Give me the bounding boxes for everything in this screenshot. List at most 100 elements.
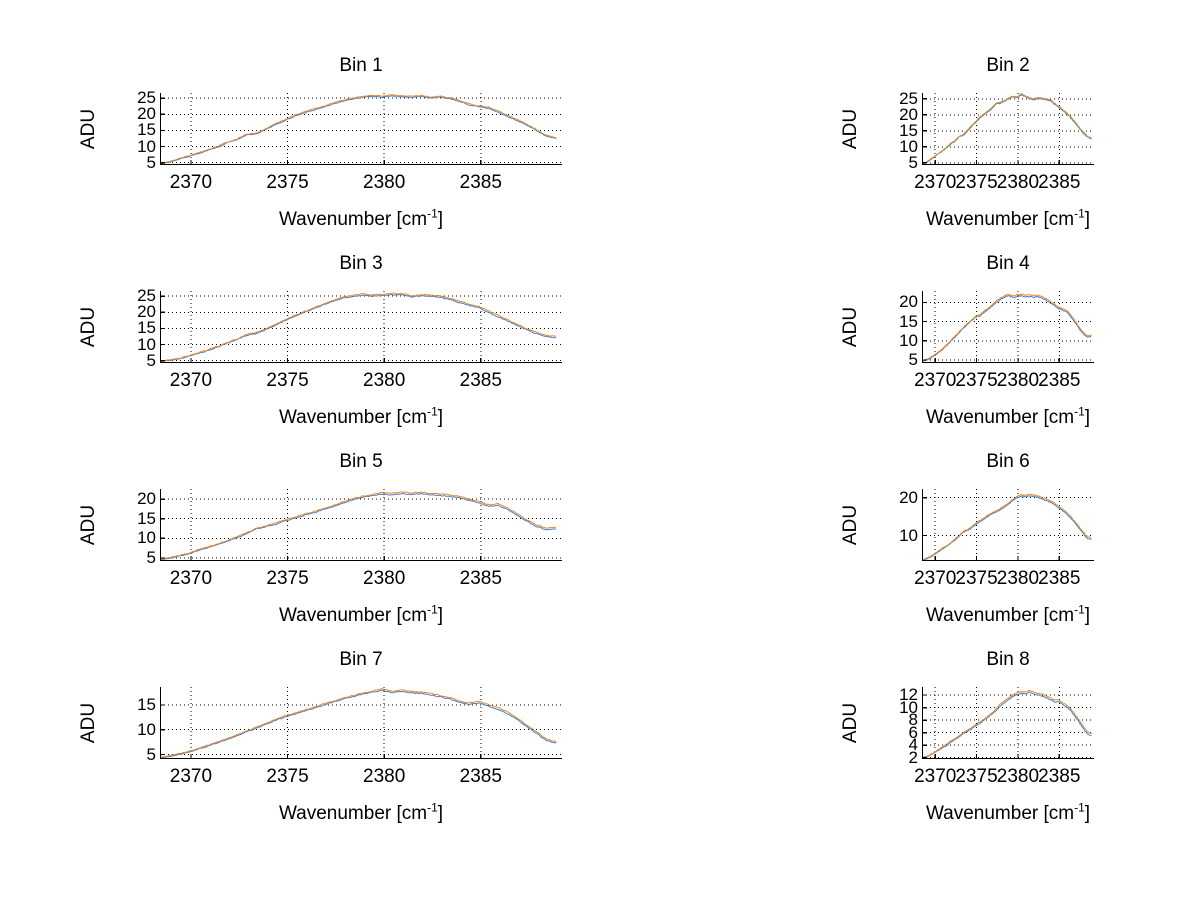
x-tick-label: 2370 (169, 172, 213, 193)
y-tick-label: 6 (908, 722, 918, 742)
y-axis-label: ADU (840, 504, 861, 546)
panel-bin-8: Bin 8 2370 2375 2380 2385 2 4 6 8 10 12 ADU Wavenumb… (812, 649, 1134, 856)
x-axis-label-exponent: -1 (1074, 206, 1085, 221)
series-model (922, 93, 1092, 165)
y-tick-label: 5 (146, 152, 156, 172)
y-tick-label: 5 (146, 744, 156, 764)
x-axis-label-exponent: -1 (427, 602, 438, 617)
x-tick-label: 2380 (996, 766, 1040, 787)
y-tick-label: 15 (899, 311, 918, 331)
plot-area (922, 93, 1094, 165)
panel-title: Bin 1 (339, 55, 383, 76)
x-axis-label-text: Wavenumber [cm (278, 605, 428, 626)
plot-area (922, 489, 1094, 561)
series-measured (160, 293, 557, 362)
panel-title: Bin 2 (986, 55, 1030, 76)
series-measured (922, 691, 1092, 759)
y-tick-label: 10 (899, 330, 918, 350)
y-tick-label: 20 (137, 489, 156, 509)
plot-area (160, 93, 562, 165)
panel-title: Bin 5 (339, 451, 383, 472)
x-tick-label: 2385 (1038, 568, 1081, 589)
plot-area (160, 291, 562, 363)
panel-bin-7: Bin 7 2370 2375 2380 2385 5 10 15 ADU Wavenumber … (50, 649, 602, 856)
y-tick-label: 25 (137, 286, 156, 306)
x-axis-label: Wavenumber [cm-1] (160, 802, 562, 825)
plot-area (922, 687, 1094, 759)
y-tick-label: 10 (137, 334, 156, 354)
y-tick-label: 20 (899, 487, 918, 507)
x-axis-label-text: Wavenumber [cm (278, 407, 428, 428)
y-tick-label: 10 (899, 525, 918, 545)
y-tick-label: 15 (899, 120, 918, 140)
y-axis-label: ADU (78, 504, 99, 546)
y-tick-label: 20 (899, 104, 918, 124)
x-axis-label-text: Wavenumber [cm (925, 803, 1075, 824)
y-tick-label: 10 (137, 528, 156, 548)
panel-bin-2: Bin 2 2370 2375 2380 2385 5 10 15 20 25 ADU Wavenum… (812, 55, 1134, 262)
series-measured (160, 689, 557, 759)
y-axis-label: ADU (840, 306, 861, 348)
x-tick-label: 2375 (955, 568, 998, 589)
y-tick-label: 5 (146, 350, 156, 370)
y-tick-label: 4 (908, 735, 918, 755)
x-axis-label-bracket: ] (437, 209, 444, 230)
y-tick-label: 15 (137, 508, 156, 528)
y-tick-label: 15 (137, 318, 156, 338)
x-tick-label: 2385 (459, 172, 502, 193)
x-axis-label: Wavenumber [cm-1] (922, 406, 1094, 429)
y-tick-label: 10 (137, 136, 156, 156)
x-axis-label-bracket: ] (437, 803, 444, 824)
x-axis-label: Wavenumber [cm-1] (160, 404, 562, 429)
x-axis-label-exponent: -1 (427, 404, 438, 419)
x-axis-label-bracket: ] (437, 605, 444, 626)
x-axis-label: Wavenumber [cm-1] (160, 602, 562, 627)
series-measured (160, 95, 557, 165)
series-model (160, 94, 557, 165)
plot-area (922, 291, 1094, 363)
y-axis-label: ADU (840, 702, 861, 744)
y-tick-label: 10 (899, 697, 918, 717)
x-tick-label: 2380 (996, 172, 1040, 193)
y-tick-label: 20 (899, 292, 918, 312)
y-axis-label: ADU (78, 108, 99, 150)
x-axis-label-text: Wavenumber [cm (925, 605, 1075, 626)
x-axis-label-exponent: -1 (1074, 800, 1085, 815)
panel-bin-6: Bin 6 2370 2375 2380 2385 10 20 ADU Wavenumber [… (812, 451, 1134, 658)
x-axis-label-exponent: -1 (1074, 602, 1085, 617)
plot-area (160, 687, 562, 759)
x-tick-label: 2370 (914, 568, 957, 589)
series-model (922, 293, 1092, 362)
panel-title: Bin 4 (986, 253, 1030, 274)
x-tick-label: 2375 (266, 370, 309, 391)
y-tick-label: 5 (146, 547, 156, 567)
x-axis-label: Wavenumber [cm-1] (922, 602, 1094, 627)
panel-title: Bin 8 (986, 649, 1030, 670)
x-axis-label-exponent: -1 (427, 206, 438, 221)
series-model (160, 688, 557, 758)
y-tick-label: 5 (908, 349, 918, 369)
x-axis-label-text: Wavenumber [cm (925, 209, 1075, 230)
x-tick-label: 2375 (266, 568, 309, 589)
x-tick-label: 2380 (363, 172, 406, 193)
x-axis-label: Wavenumber [cm-1] (160, 206, 562, 231)
x-tick-label: 2375 (955, 766, 998, 787)
x-tick-label: 2385 (1038, 172, 1081, 193)
panel-bin-5: Bin 5 2370 2375 2380 2385 5 10 15 20 ADU Wavenumbe… (50, 451, 602, 658)
x-tick-label: 2375 (266, 766, 309, 787)
series-measured (160, 492, 557, 561)
x-tick-label: 2385 (1038, 766, 1081, 787)
x-tick-label: 2370 (914, 766, 957, 787)
x-tick-label: 2385 (459, 370, 502, 391)
x-axis-label-bracket: ] (1084, 605, 1091, 626)
x-tick-label: 2385 (1038, 370, 1081, 391)
panel-title: Bin 7 (339, 649, 383, 670)
y-axis-label: ADU (78, 306, 99, 348)
x-axis-label-bracket: ] (1084, 209, 1091, 230)
plot-area (160, 489, 562, 561)
x-tick-label: 2370 (914, 370, 957, 391)
x-tick-label: 2380 (996, 568, 1040, 589)
x-tick-label: 2380 (996, 370, 1040, 391)
x-tick-label: 2375 (955, 370, 998, 391)
